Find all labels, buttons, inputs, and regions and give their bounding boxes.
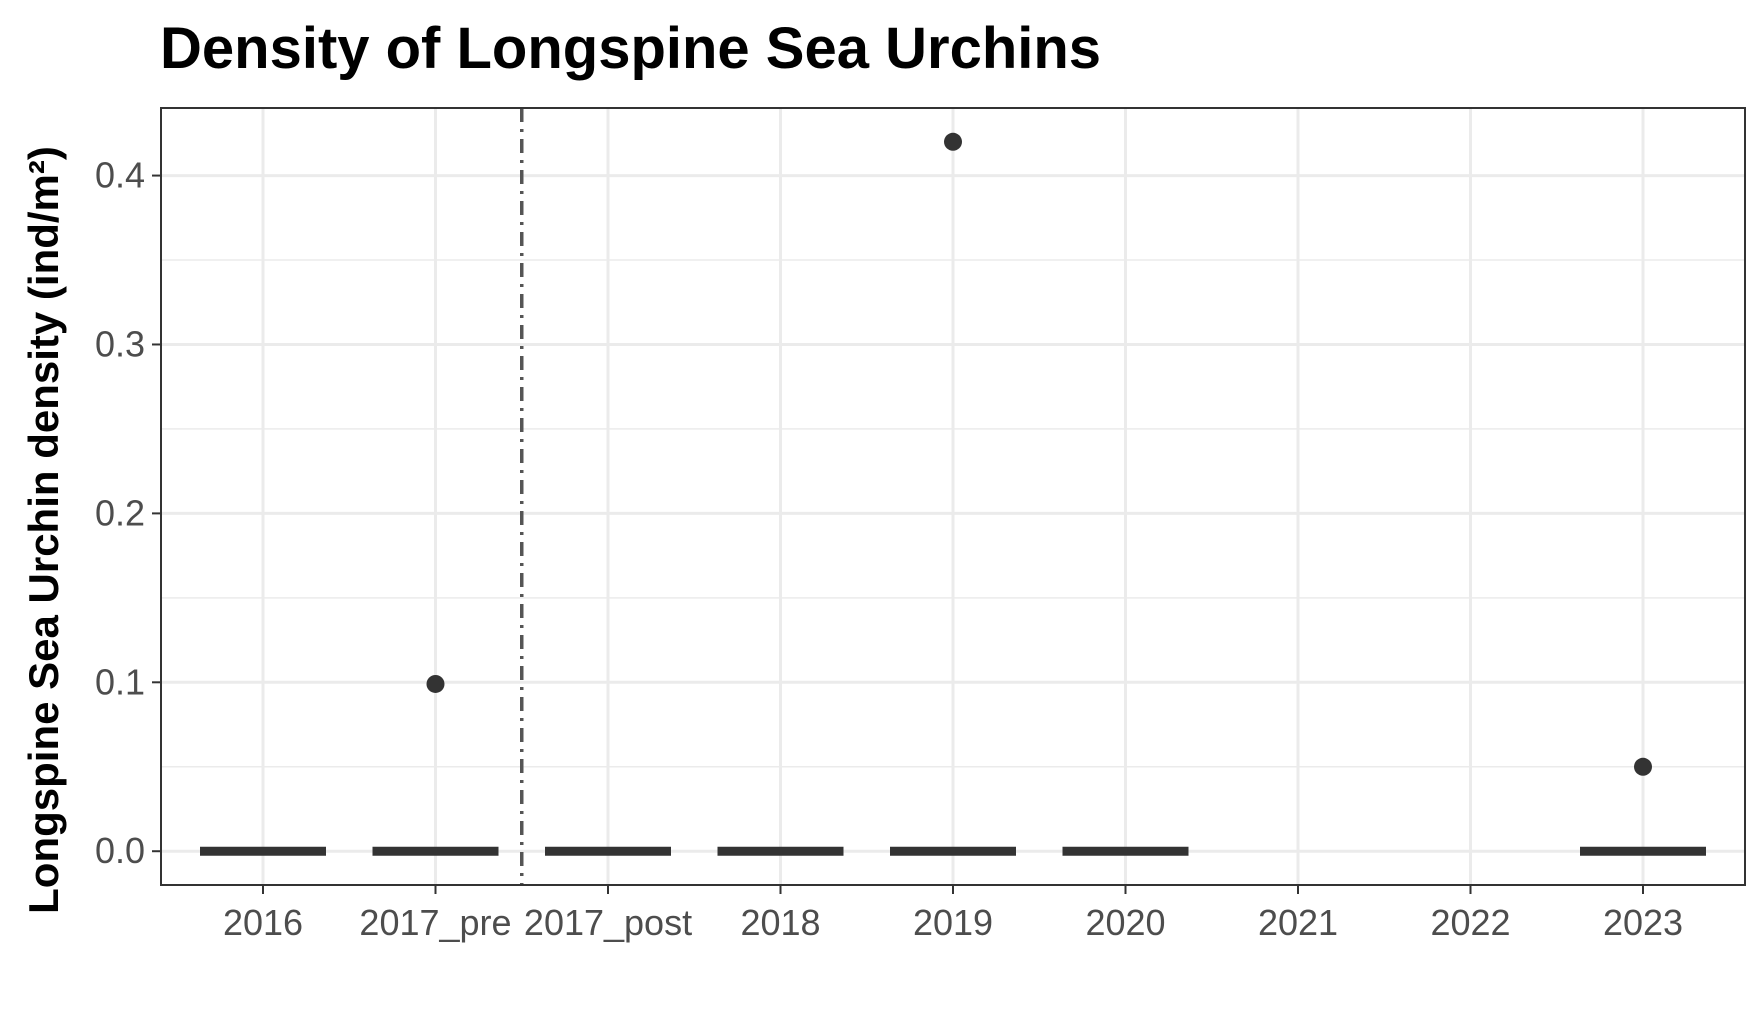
chart-title: Density of Longspine Sea Urchins	[160, 16, 1101, 81]
y-tick-label: 0.2	[95, 492, 145, 533]
x-tick-label: 2021	[1258, 902, 1338, 943]
x-tick-label: 2020	[1085, 902, 1165, 943]
x-tick-label: 2017_post	[524, 902, 692, 943]
panel-border	[160, 107, 1746, 886]
x-tick-label: 2023	[1603, 902, 1683, 943]
outlier-point	[1634, 757, 1652, 776]
x-tick-label: 2019	[913, 902, 993, 943]
x-tick-label: 2018	[740, 902, 820, 943]
outlier-point	[944, 132, 962, 151]
y-tick-label: 0.4	[95, 155, 145, 196]
y-axis-label: Longspine Sea Urchin density (ind/m²)	[20, 146, 67, 914]
x-tick-label: 2022	[1430, 902, 1510, 943]
x-tick-label: 2016	[223, 902, 303, 943]
outlier-point	[426, 674, 445, 693]
x-tick-label: 2017_pre	[359, 902, 511, 943]
plot-area: 0.0 0.1 0.2 0.3 0.4 2016 2017_pre 2017_post 2018…	[95, 107, 1746, 943]
y-tick-label: 0.3	[95, 323, 145, 364]
y-tick-label: 0.1	[95, 661, 145, 702]
y-tick-label: 0.0	[95, 830, 145, 871]
